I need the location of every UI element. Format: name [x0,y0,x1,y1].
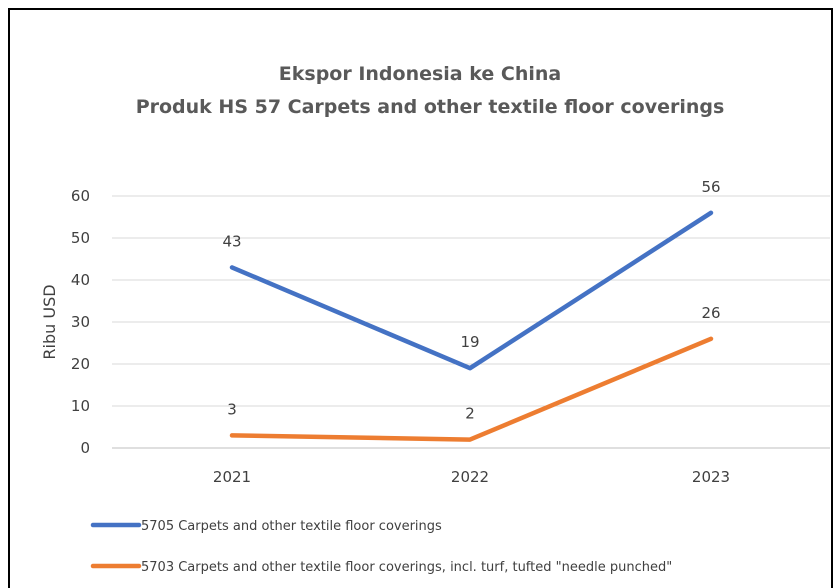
chart-title: Ekspor Indonesia ke China [279,63,561,85]
series-line-1 [229,210,714,371]
y-tick-label: 40 [71,271,90,289]
data-label: 43 [222,232,241,250]
x-tick-label: 2023 [692,468,730,486]
legend: 5705 Carpets and other textile floor cov… [90,519,672,575]
legend-label: 5703 Carpets and other textile floor cov… [141,560,672,575]
data-label: 56 [701,178,720,196]
chart-subtitle: Produk HS 57 Carpets and other textile f… [136,96,725,118]
series-line-2 [229,336,714,442]
data-label: 2 [465,405,475,423]
y-tick-label: 30 [71,313,90,331]
y-tick-label: 20 [71,355,90,373]
chart-frame [8,8,833,588]
y-tick-label: 0 [80,439,90,457]
x-tick-label: 2022 [451,468,489,486]
data-label: 3 [227,400,237,418]
x-axis-ticks: 2021 2022 2023 [213,468,730,486]
gridlines [112,195,830,449]
data-label: 19 [460,333,479,351]
y-axis-label: Ribu USD [40,284,59,359]
data-labels: 43 19 56 3 2 26 [222,178,720,423]
legend-label: 5705 Carpets and other textile floor cov… [141,519,442,534]
y-tick-label: 60 [71,187,90,205]
y-tick-label: 50 [71,229,90,247]
series-lines [229,210,714,442]
data-label: 26 [701,304,720,322]
y-axis-ticks: 0 10 20 30 40 50 60 [71,187,90,457]
x-tick-label: 2021 [213,468,251,486]
y-tick-label: 10 [71,397,90,415]
